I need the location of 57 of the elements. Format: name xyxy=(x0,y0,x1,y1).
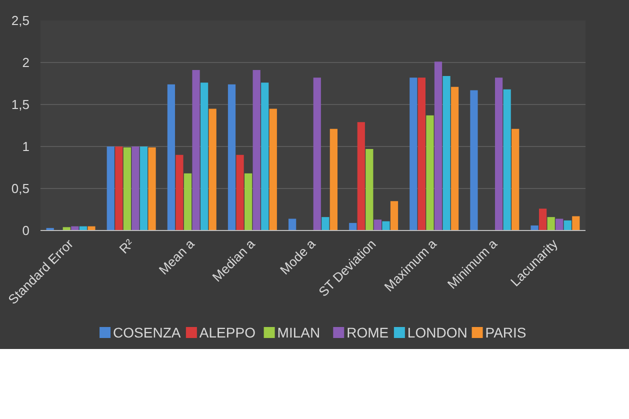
bar xyxy=(470,90,478,230)
bar xyxy=(167,84,176,230)
bar xyxy=(269,108,277,230)
bar xyxy=(330,128,338,230)
bar xyxy=(148,147,156,230)
legend-label: COSENZA xyxy=(113,324,182,340)
bar xyxy=(322,217,330,230)
x-tick-label: R² xyxy=(116,236,138,257)
bar xyxy=(530,225,538,230)
legend-label: PARIS xyxy=(485,324,526,340)
bar xyxy=(106,146,114,230)
bar xyxy=(132,146,140,230)
bar xyxy=(374,220,382,230)
bar xyxy=(503,89,511,230)
bar xyxy=(313,78,321,230)
bar xyxy=(288,218,296,230)
bar xyxy=(512,128,520,230)
bar xyxy=(123,147,131,230)
bar xyxy=(410,78,418,230)
bar xyxy=(572,216,580,230)
bar xyxy=(547,217,555,230)
y-tick-label: 2,5 xyxy=(11,13,30,28)
bar xyxy=(115,146,123,230)
y-tick-label: 1,5 xyxy=(11,97,30,112)
y-tick-label: 0 xyxy=(22,223,30,238)
bar xyxy=(208,108,216,230)
bar xyxy=(261,82,269,230)
bar xyxy=(184,173,192,230)
bar xyxy=(442,76,450,230)
bar xyxy=(426,115,434,230)
bar xyxy=(244,173,252,230)
bar xyxy=(539,208,547,230)
bar xyxy=(556,218,564,230)
bar xyxy=(357,122,365,230)
bar xyxy=(200,82,208,230)
y-tick-label: 0,5 xyxy=(11,181,30,196)
bar xyxy=(564,220,572,230)
bar xyxy=(450,86,459,230)
bar xyxy=(236,154,244,230)
bar xyxy=(176,154,184,230)
bar xyxy=(228,84,236,230)
legend-label: MILAN xyxy=(277,324,320,340)
bar xyxy=(140,146,148,230)
legend-label: ROME xyxy=(346,324,389,340)
bar xyxy=(192,70,200,230)
bar xyxy=(390,201,398,230)
y-tick-label: 2 xyxy=(22,55,30,70)
y-tick-label: 1 xyxy=(22,139,30,154)
bar xyxy=(382,221,390,230)
bar xyxy=(495,78,503,230)
bar xyxy=(349,222,357,230)
bar xyxy=(252,70,260,230)
bar xyxy=(366,149,374,230)
legend-label: ALEPPO xyxy=(199,324,256,340)
legend-label: LONDON xyxy=(407,324,468,340)
bar xyxy=(418,78,426,230)
bar xyxy=(434,62,442,230)
